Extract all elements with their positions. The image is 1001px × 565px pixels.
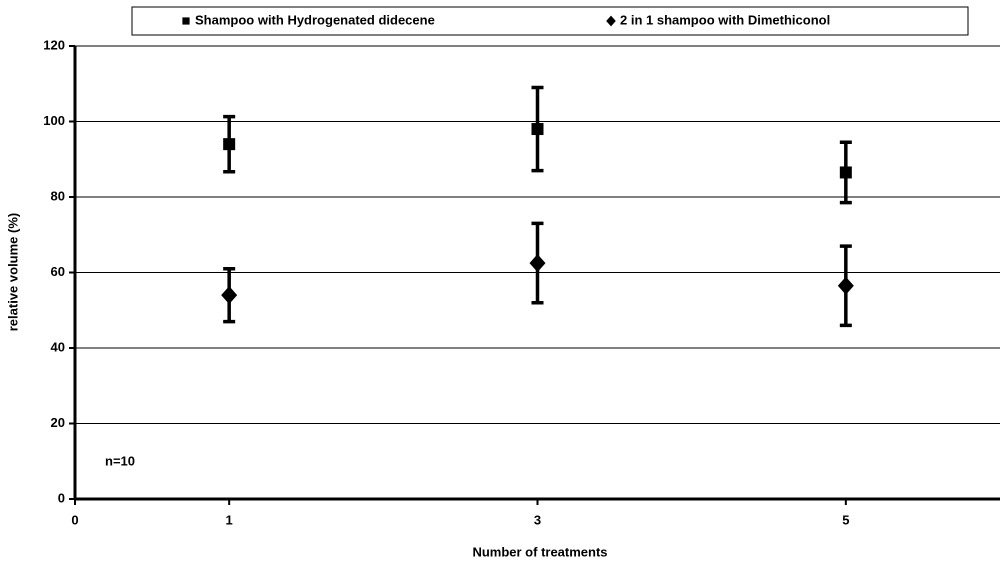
marker-square (223, 138, 236, 151)
y-tick-label: 0 (58, 490, 65, 505)
y-tick-label: 120 (43, 37, 65, 52)
y-tick-label: 100 (43, 113, 65, 128)
x-tick-label: 1 (226, 512, 233, 527)
marker-diamond (529, 254, 546, 273)
x-tick-label: 0 (71, 512, 78, 527)
y-tick-label: 80 (51, 188, 65, 203)
y-axis-label: relative volume (%) (5, 213, 20, 332)
y-tick-label: 20 (51, 415, 65, 430)
y-tick-label: 40 (51, 339, 65, 354)
legend-label: Shampoo with Hydrogenated didecene (195, 12, 435, 27)
legend-label: 2 in 1 shampoo with Dimethiconol (620, 12, 830, 27)
x-tick-label: 3 (534, 512, 541, 527)
legend-box (131, 6, 969, 36)
marker-diamond (837, 276, 854, 295)
marker-square (839, 166, 852, 179)
x-tick-label: 5 (842, 512, 849, 527)
marker-diamond (221, 286, 238, 305)
marker-square (531, 123, 544, 136)
annotation: n=10 (105, 453, 135, 468)
y-tick-label: 60 (51, 264, 65, 279)
x-axis-label: Number of treatments (472, 544, 607, 559)
marker-square (182, 17, 190, 25)
